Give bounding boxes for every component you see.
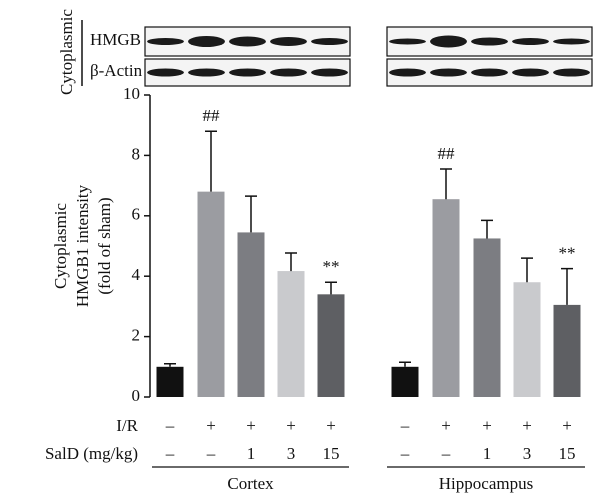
condition-cell: – [165,416,175,435]
condition-cell: + [326,416,336,435]
group-label: Cortex [227,474,274,493]
y-axis-label: Cytoplasmic [51,203,70,289]
condition-cell: – [165,444,175,463]
blot-band [229,68,266,77]
blot-compartment: Cytoplasmic [57,9,76,95]
blot-band [553,68,590,77]
y-tick-label: 2 [132,326,141,345]
error-bar [481,219,493,239]
bar [432,199,460,397]
blot-band [471,68,508,77]
bar [473,238,501,397]
blot-band [430,35,467,48]
blot-row-label: β-Actin [90,61,143,80]
condition-cell: + [522,416,532,435]
condition-cell: + [562,416,572,435]
condition-label: SalD (mg/kg) [45,444,138,463]
y-tick-label: 10 [123,84,140,103]
condition-cell: – [400,416,410,435]
error-bar [440,168,452,200]
condition-cell: + [286,416,296,435]
error-bar [521,257,533,283]
condition-cell: 1 [247,444,256,463]
blot-band [430,68,467,77]
blot-band [147,38,184,45]
significance-label: ** [559,244,576,263]
significance-label: ## [203,106,221,125]
condition-cell: + [246,416,256,435]
blot-band [311,68,348,77]
condition-cell: 15 [559,444,576,463]
blot-band [512,68,549,77]
bar [277,271,305,397]
bar [197,191,225,397]
condition-cell: – [206,444,216,463]
condition-cell: + [482,416,492,435]
error-bar [561,267,573,305]
y-tick-label: 4 [132,265,141,284]
bar [156,366,184,397]
error-bar [245,195,257,233]
condition-cell: 1 [483,444,492,463]
condition-cell: 3 [523,444,532,463]
blot-band [147,68,184,77]
blot-band [229,36,266,47]
bar [317,294,345,397]
condition-cell: + [441,416,451,435]
condition-cell: + [206,416,216,435]
error-bar [205,130,217,192]
blot-band [471,37,508,46]
condition-cell: 15 [323,444,340,463]
bar [391,366,419,397]
condition-cell: – [400,444,410,463]
blot-images [144,26,593,87]
error-bar [285,252,297,272]
blot-band [188,36,225,47]
blot-row-label: HMGB [90,30,141,49]
significance-label: ** [323,257,340,276]
blot-band [188,68,225,77]
blot-band [311,38,348,45]
bar [513,282,541,397]
error-bar [399,361,411,367]
y-axis-label: HMGB1 intensity [73,184,92,307]
group-label: Hippocampus [439,474,533,493]
y-tick-label: 0 [132,386,141,405]
condition-cell: – [441,444,451,463]
condition-cell: 3 [287,444,296,463]
y-tick-label: 6 [132,205,141,224]
error-bar [325,281,337,295]
blot-band [389,68,426,77]
bar [237,232,265,397]
blot-band [553,38,590,45]
blot-band [389,38,426,45]
blot-band [512,38,549,45]
blot-band [270,37,307,46]
error-bar [164,363,176,367]
y-tick-label: 8 [132,144,141,163]
condition-label: I/R [116,416,138,435]
blot-band [270,68,307,77]
y-axis-label: (fold of sham) [95,197,114,294]
significance-label: ## [438,144,456,163]
bar [553,304,581,397]
